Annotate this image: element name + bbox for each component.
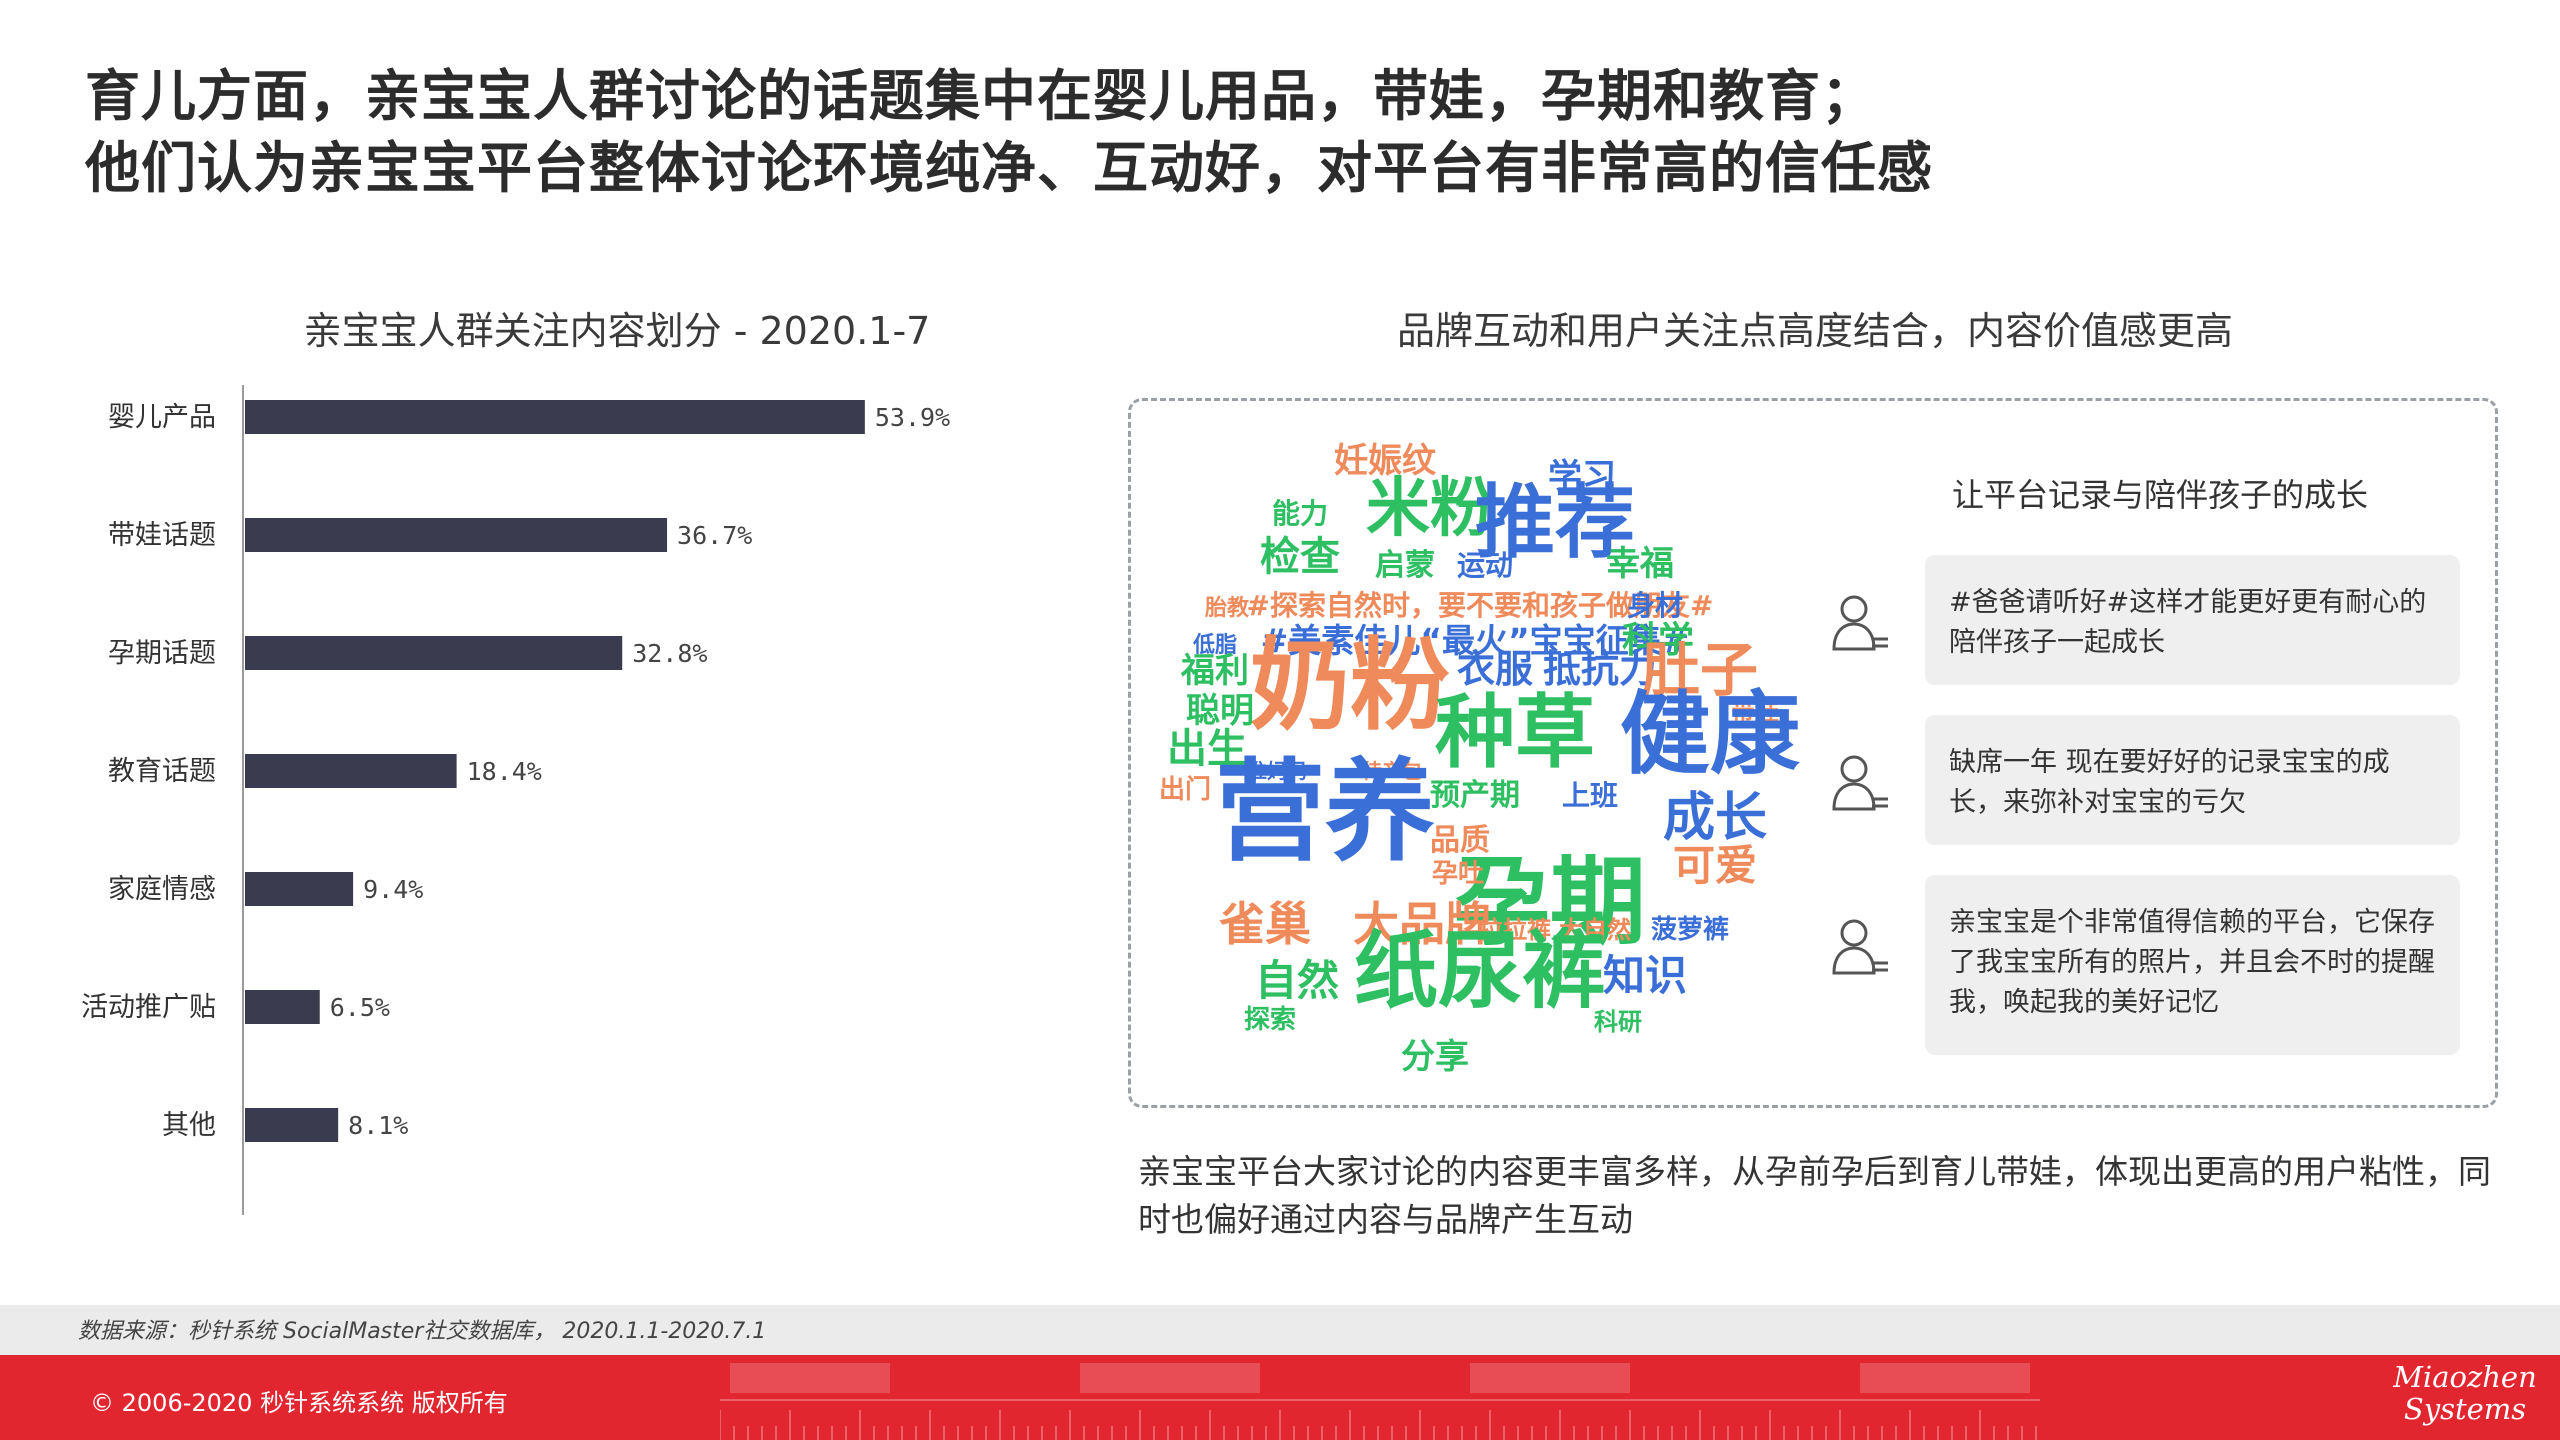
page-title-line-2: 他们认为亲宝宝平台整体讨论环境纯净、互动好，对平台有非常高的信任感 (85, 136, 1934, 200)
word-cloud-word: 启蒙 (1375, 548, 1435, 583)
data-source-text: 数据来源：秒针系统 SocialMaster社交数据库， 2020.1.1-20… (78, 1319, 767, 1344)
comment-bubble: #爸爸请听好#这样才能更好更有耐心的陪伴孩子一起成长 (1925, 555, 2460, 685)
word-cloud-word: 雀巢 (1219, 897, 1311, 951)
category-label: 孕期话题 (108, 638, 216, 669)
word-cloud-word: 拉拉裤 (1479, 916, 1551, 944)
word-cloud-word: 出门 (1159, 775, 1211, 805)
page-title-line-1: 育儿方面，亲宝宝人群讨论的话题集中在婴儿用品，带娃，孕期和教育； (85, 64, 1878, 128)
word-cloud-word: 上班 (1562, 779, 1618, 812)
word-cloud-word: 种草 (1435, 686, 1595, 779)
word-cloud-word: 运动 (1457, 549, 1513, 582)
comment-bubble: 亲宝宝是个非常值得信赖的平台，它保存了我宝宝所有的照片，并且会不时的提醒我，唤起… (1925, 875, 2460, 1055)
word-cloud-word: 营养 (1215, 748, 1435, 876)
bar-chart: 婴儿产品 53.9% 带娃话题 36.7% 孕期话题 32.8% 教育话题 18.4% 家庭情感… (81, 385, 950, 1215)
bar (245, 636, 623, 670)
word-cloud-word: 抵抗力 (1543, 647, 1657, 691)
category-label: 家庭情感 (108, 874, 216, 905)
word-cloud-word: 准妈妈 (1247, 759, 1307, 783)
bar (245, 990, 320, 1024)
word-cloud-panel (1128, 398, 2498, 1108)
comment-item: #爸爸请听好#这样才能更好更有耐心的陪伴孩子一起成长 (1820, 555, 2460, 685)
user-icon (1832, 595, 1888, 651)
category-label: 活动推广贴 (81, 992, 216, 1023)
word-cloud-word: 妊娠纹 (1334, 441, 1437, 481)
page-title: 育儿方面，亲宝宝人群讨论的话题集中在婴儿用品，带娃，孕期和教育； 他们认为亲宝宝… (85, 60, 2385, 204)
word-cloud-word: 肚子 (1642, 636, 1758, 704)
word-cloud-word: 学习 (1548, 457, 1616, 497)
user-icon (1832, 755, 1888, 811)
bar (245, 872, 354, 906)
word-cloud-word: 聪明 (1186, 691, 1254, 731)
word-cloud-word: 品质 (1430, 823, 1490, 858)
word-cloud-word: 带娃 (1731, 698, 1779, 726)
bar-chart-title: 亲宝宝人群关注内容划分 - 2020.1-7 (303, 309, 931, 353)
word-cloud-word: 预产期 (1430, 778, 1520, 813)
word-cloud-word: 科学 (1622, 619, 1694, 661)
word-cloud-word: 自然 (1255, 956, 1339, 1005)
bar (245, 400, 865, 434)
value-label: 6.5% (330, 993, 390, 1022)
footer-bar: © 2006-2020 秒针系统系统 版权所有 Miaozhen Systems (0, 1355, 2560, 1440)
logo-line-2: Systems (2403, 1392, 2527, 1426)
word-cloud-word: 胎教 (1205, 595, 1250, 621)
description-text: 亲宝宝平台大家讨论的内容更丰富多样，从孕前孕后到育儿带娃，体现出更高的用户粘性，… (1138, 1152, 2491, 1239)
value-label: 53.9% (875, 403, 950, 432)
word-cloud-word: 分享 (1401, 1037, 1469, 1077)
value-label: 8.1% (348, 1111, 408, 1140)
word-cloud-word: 探索 (1244, 1005, 1296, 1035)
comments-title: 让平台记录与陪伴孩子的成长 (1951, 476, 2368, 514)
value-label: 36.7% (677, 521, 752, 550)
bar (245, 1108, 339, 1142)
word-cloud-word: 福利 (1180, 651, 1249, 691)
comment-bubble: 缺席一年 现在要好好的记录宝宝的成长，来弥补对宝宝的亏欠 (1925, 715, 2460, 845)
word-cloud-word: 奶粉 (1250, 627, 1450, 744)
category-label: 其他 (162, 1110, 216, 1141)
word-cloud-word: 米粉 (1366, 472, 1494, 546)
word-cloud-word: 可爱 (1673, 841, 1757, 890)
category-label: 教育话题 (108, 756, 216, 787)
category-label: 婴儿产品 (108, 402, 216, 433)
word-cloud-word: 菠萝裤 (1651, 915, 1729, 945)
logo-line-1: Miaozhen (2393, 1360, 2537, 1394)
word-cloud-word: 大自然 (1559, 916, 1631, 944)
word-cloud-word: 能力 (1272, 497, 1328, 530)
value-label: 32.8% (632, 639, 707, 668)
word-cloud-word: 低脂 (1192, 632, 1237, 658)
word-cloud-word: 出生 (1167, 726, 1247, 772)
word-cloud-word: 孕吐 (1432, 859, 1484, 889)
bar (245, 518, 668, 552)
bar (245, 754, 457, 788)
word-cloud-word: 衣服 (1457, 647, 1533, 691)
word-cloud-word: 待产包 (1362, 759, 1422, 783)
word-cloud-word: #探索自然时，要不要和孩子做朋友# (1247, 589, 1714, 622)
value-label: 9.4% (363, 875, 423, 904)
value-label: 18.4% (467, 757, 542, 786)
footer-decoration (720, 1363, 2040, 1440)
source-bar: 数据来源：秒针系统 SocialMaster社交数据库， 2020.1.1-20… (0, 1305, 2560, 1355)
word-cloud-word: 科研 (1594, 1008, 1642, 1036)
word-cloud-word: 幸福 (1606, 544, 1674, 584)
word-cloud-word: 纸尿裤 (1354, 922, 1606, 1020)
word-cloud-word: 检查 (1260, 534, 1340, 580)
word-cloud-word: 健康 (1620, 682, 1800, 787)
word-cloud-word: #美素佳儿“最火”宝宝征集# (1261, 621, 1690, 660)
word-cloud-word: 推荐 (1475, 476, 1635, 569)
word-cloud-word: 成长 (1663, 788, 1767, 848)
word-cloud-word: 孕期 (1454, 846, 1646, 958)
copyright-text: © 2006-2020 秒针系统系统 版权所有 (90, 1389, 508, 1417)
word-cloud-word: 身材 (1627, 589, 1683, 622)
user-icon (1832, 919, 1888, 975)
company-logo: Miaozhen Systems (2390, 1361, 2540, 1425)
comment-item: 亲宝宝是个非常值得信赖的平台，它保存了我宝宝所有的照片，并且会不时的提醒我，唤起… (1820, 875, 2460, 1055)
comment-item: 缺席一年 现在要好好的记录宝宝的成长，来弥补对宝宝的亏欠 (1820, 715, 2460, 845)
word-cloud-word: 知识 (1603, 951, 1687, 1000)
word-cloud-title: 品牌互动和用户关注点高度结合，内容价值感更高 (1396, 309, 2233, 353)
category-label: 带娃话题 (108, 520, 216, 551)
word-cloud-word: 大品牌 (1353, 897, 1491, 951)
